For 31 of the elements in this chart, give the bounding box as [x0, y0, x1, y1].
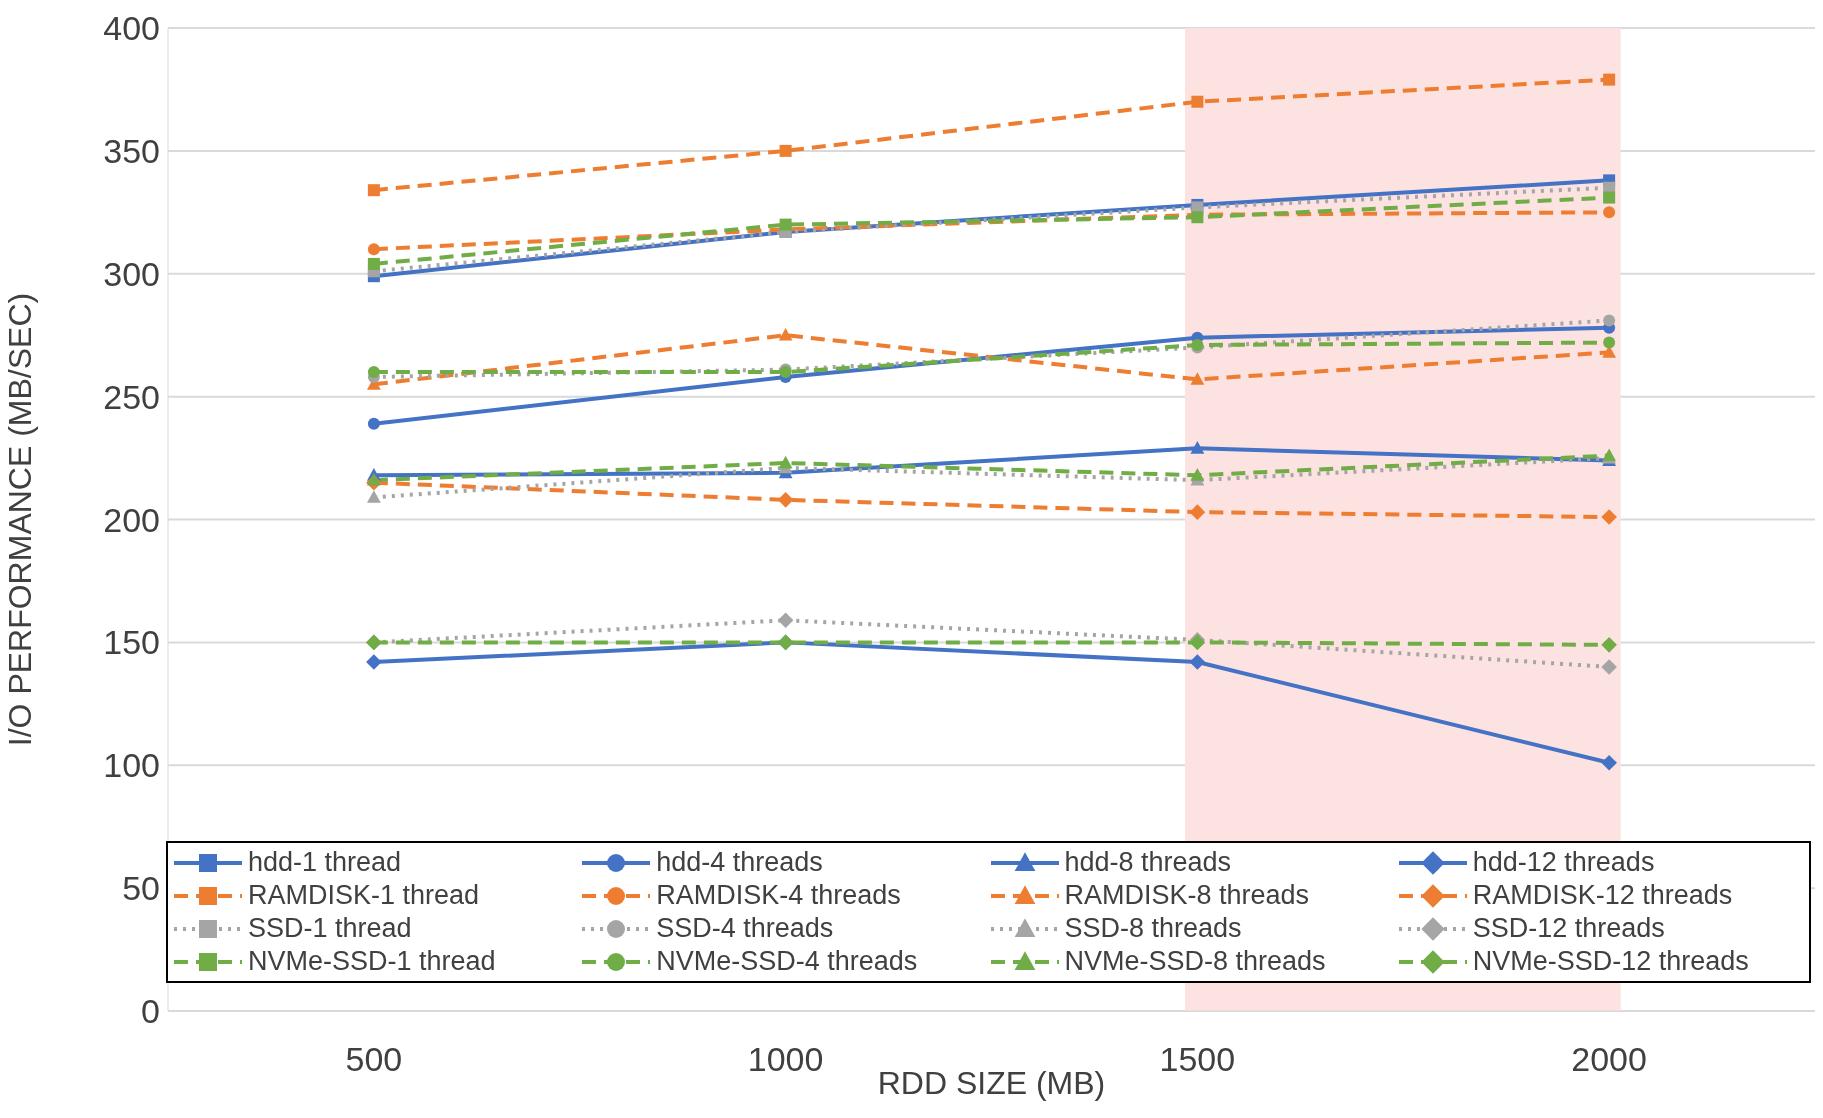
y-tick-label: 50 [122, 869, 160, 908]
legend-label: SSD-4 threads [656, 913, 834, 944]
legend-label: hdd-12 threads [1472, 847, 1655, 878]
legend-label: NVMe-SSD-1 thread [248, 946, 496, 977]
y-tick-label: 350 [103, 131, 160, 170]
legend-label: RAMDISK-1 thread [248, 880, 480, 911]
x-tick-label: 1500 [1159, 1040, 1236, 1079]
x-tick-label: 500 [345, 1040, 403, 1079]
legend-label: hdd-8 threads [1064, 847, 1232, 878]
legend-label: NVMe-SSD-12 threads [1472, 946, 1749, 977]
y-tick-label: 400 [103, 9, 160, 48]
legend-label: NVMe-SSD-8 threads [1064, 946, 1326, 977]
legend-label: RAMDISK-12 threads [1472, 880, 1733, 911]
legend-label: RAMDISK-4 threads [656, 880, 901, 911]
y-axis-title: I/O PERFORMANCE (MB/SEC) [2, 292, 39, 747]
legend-label: hdd-1 thread [248, 847, 402, 878]
legend-label: RAMDISK-8 threads [1064, 880, 1310, 911]
x-tick-label: 2000 [1571, 1040, 1647, 1079]
y-tick-label: 100 [103, 746, 160, 785]
y-tick-label: 150 [103, 623, 160, 662]
x-tick-label: 1000 [747, 1040, 824, 1079]
legend-label: NVMe-SSD-4 threads [656, 946, 918, 977]
legend-label: SSD-1 thread [248, 913, 412, 944]
legend-label: SSD-12 threads [1472, 913, 1665, 944]
x-axis-title: RDD SIZE (MB) [877, 1065, 1106, 1101]
y-tick-label: 0 [141, 992, 160, 1031]
y-tick-label: 200 [103, 500, 160, 539]
y-tick-label: 250 [103, 377, 160, 416]
legend-label: hdd-4 threads [656, 847, 823, 878]
y-tick-label: 300 [103, 254, 160, 293]
legend-label: SSD-8 threads [1064, 913, 1242, 944]
